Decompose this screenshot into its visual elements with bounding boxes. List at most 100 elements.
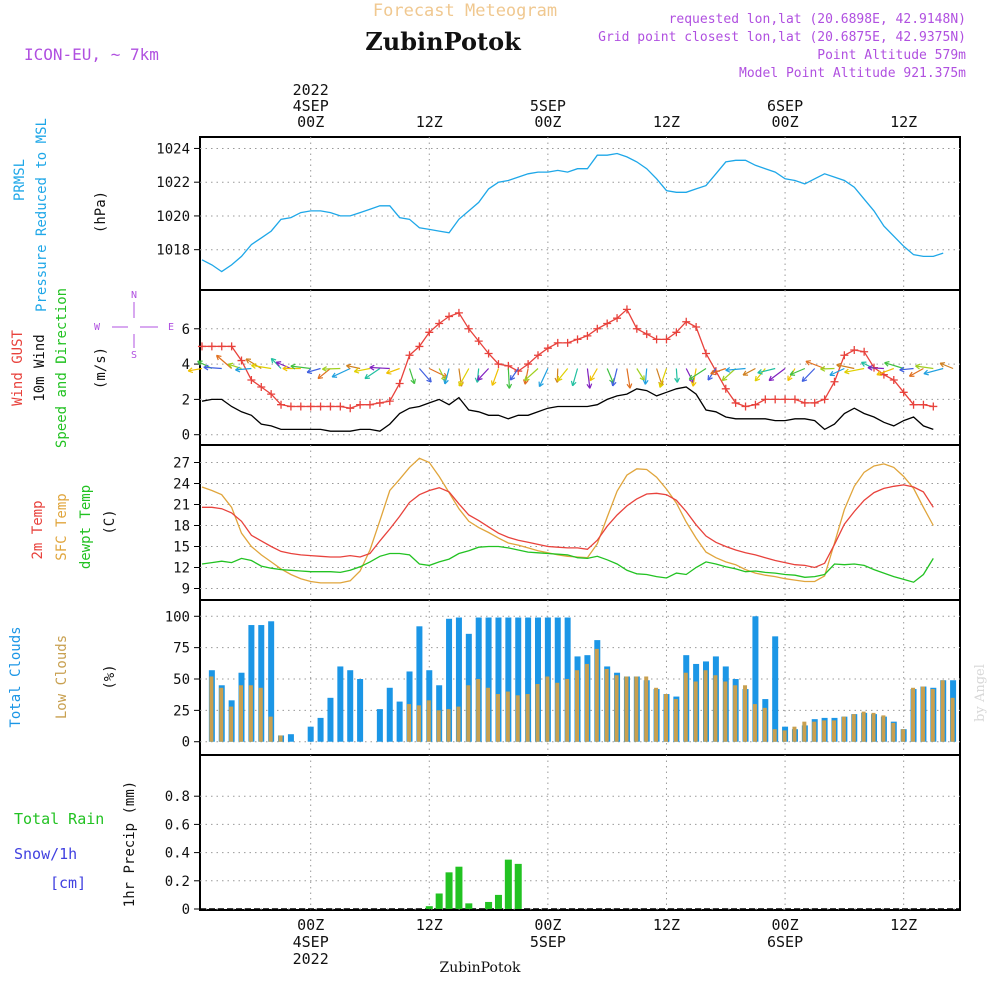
wind-arrow-head — [197, 360, 203, 366]
wind-arrow-head — [317, 373, 324, 380]
wind-arrow-head — [589, 375, 595, 382]
ytick-label-temperature: 12 — [173, 561, 190, 577]
gust-point-marker — [613, 314, 622, 323]
wind-arrow-head — [801, 376, 808, 383]
bottom-time-label: 12Z — [890, 916, 917, 934]
wind-arrow — [923, 367, 944, 375]
gust-point-marker — [860, 347, 869, 356]
wind-arrow — [829, 367, 845, 376]
ytick-label-wind: 6 — [182, 322, 190, 338]
wind-arrow — [216, 354, 233, 369]
wind-arrow — [290, 365, 311, 370]
gust-point-marker — [197, 342, 206, 351]
wind-arrow — [270, 358, 282, 369]
gust-point-marker — [692, 323, 701, 332]
top-time-label: 12Z — [416, 113, 443, 131]
wind-arrow — [386, 367, 400, 374]
wind-arrow-head — [915, 363, 921, 370]
gust-point-marker — [800, 398, 809, 407]
wind-arrow — [251, 364, 272, 370]
gust-point-marker — [207, 342, 216, 351]
requested-point: requested lon,lat (20.6898E, 42.9148N) — [669, 12, 966, 27]
bar-low-clouds — [219, 687, 224, 742]
gust-point-marker — [346, 404, 355, 413]
bar-total-clouds — [386, 687, 393, 742]
gust-point-marker — [514, 367, 523, 376]
ytick-label-temperature: 18 — [173, 519, 190, 535]
wind-arrow-head — [538, 381, 544, 388]
bar-low-clouds — [495, 694, 500, 742]
wind-arrow — [725, 367, 746, 371]
wind-arrow-head — [586, 383, 593, 389]
bottom-time-label: 2022 — [293, 950, 329, 968]
wind-arrow-head — [275, 361, 282, 367]
bar-total-rain — [504, 859, 512, 909]
bar-low-clouds — [654, 687, 659, 742]
wind-arrow-head — [844, 368, 850, 375]
gust-point-marker — [306, 402, 315, 411]
wind-arrow — [586, 368, 591, 389]
gust-point-marker — [790, 395, 799, 404]
label-percent: (%) — [102, 664, 118, 689]
wind-arrow-head — [570, 380, 577, 387]
wind-arrow-head — [876, 370, 882, 377]
gust-point-marker — [543, 344, 552, 353]
gust-point-marker — [296, 402, 305, 411]
gust-point-marker — [356, 400, 365, 409]
bar-low-clouds — [841, 716, 846, 742]
gust-point-marker — [365, 400, 374, 409]
gust-point-marker — [682, 317, 691, 326]
bar-total-clouds — [337, 666, 344, 742]
gust-point-marker — [395, 379, 404, 388]
wind-arrow-head — [742, 370, 749, 376]
bar-low-clouds — [861, 711, 866, 742]
label-ms: (m/s) — [93, 347, 109, 389]
bar-low-clouds — [248, 685, 253, 742]
bottom-time-label: 00Z — [772, 916, 799, 934]
bar-total-clouds — [317, 717, 324, 742]
gust-point-marker — [553, 338, 562, 347]
gust-point-marker — [830, 377, 839, 386]
label-celsius: (C) — [102, 509, 118, 534]
ytick-label-precip: 0.2 — [165, 874, 190, 890]
bottom-time-label: 12Z — [653, 916, 680, 934]
gust-point-marker — [603, 319, 612, 328]
bar-low-clouds — [713, 675, 718, 742]
wind-arrow-head — [290, 363, 296, 370]
wind-arrow-head — [642, 379, 649, 385]
label-pressure-msl: Pressure Reduced to MSL — [34, 118, 50, 312]
wind-arrow — [408, 368, 416, 384]
ytick-label-clouds: 75 — [173, 641, 190, 657]
wind-arrow — [524, 368, 539, 381]
gust-point-marker — [326, 402, 335, 411]
wind-arrow-head — [364, 373, 370, 380]
bar-low-clouds — [752, 704, 757, 742]
gust-point-marker — [583, 331, 592, 340]
wind-arrow-head — [884, 361, 890, 367]
bar-low-clouds — [614, 675, 619, 742]
gust-point-marker — [484, 349, 493, 358]
wind-arrow-head — [674, 377, 680, 383]
bottom-time-label: 00Z — [297, 916, 324, 934]
wind-arrow-head — [386, 369, 392, 375]
bar-low-clouds — [229, 706, 234, 742]
wind-arrow-head — [353, 367, 360, 374]
wind-arrow-head — [306, 368, 313, 375]
bar-low-clouds — [683, 672, 688, 742]
bar-total-clouds — [327, 697, 334, 742]
label-precip-axis: 1hr Precip (mm) — [122, 781, 138, 907]
wind-arrow — [685, 368, 695, 384]
wind-arrow-head — [836, 362, 842, 369]
bar-low-clouds — [871, 712, 876, 742]
ytick-label-clouds: 100 — [165, 609, 190, 625]
bar-total-clouds — [357, 679, 364, 742]
wind-arrow — [491, 368, 500, 386]
bar-low-clouds — [456, 706, 461, 742]
bar-low-clouds — [466, 685, 471, 742]
wind-arrow-head — [757, 369, 763, 375]
ytick-label-clouds: 25 — [173, 703, 190, 719]
bar-low-clouds — [575, 670, 580, 742]
bar-low-clouds — [604, 668, 609, 742]
wind-arrow — [606, 368, 614, 384]
ytick-label-temperature: 21 — [173, 498, 190, 514]
